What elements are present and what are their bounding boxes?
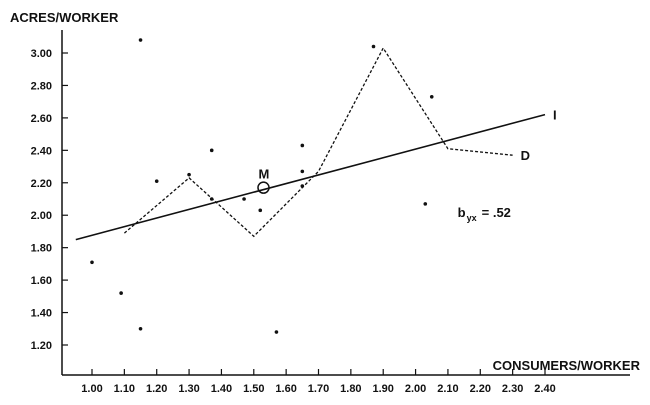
x-axis-title: CONSUMERS/WORKER <box>493 358 641 373</box>
x-axis-ticks: 1.00 1.10 1.20 1.30 1.40 1.50 1.60 1.70 1.80 1.90… <box>81 369 556 395</box>
data-point-7 <box>209 197 214 201</box>
data-point-15 <box>423 202 428 206</box>
x-tick-label-14: 2.40 <box>534 383 555 395</box>
data-point-13 <box>300 184 305 188</box>
y-tick-label-7: 2.60 <box>31 113 52 125</box>
data-point-10 <box>274 330 279 334</box>
mean-point-marker <box>257 181 270 194</box>
data-point-9 <box>258 208 263 213</box>
x-tick-label-13: 2.30 <box>502 383 523 395</box>
mean-point-label: M <box>258 167 269 182</box>
data-point-8 <box>242 197 246 201</box>
data-point-11 <box>300 143 305 148</box>
x-tick-label-5: 1.50 <box>243 383 264 395</box>
coefficient-value: = .52 <box>482 205 511 220</box>
coefficient-symbol: b <box>458 205 466 220</box>
x-tick-label-12: 2.20 <box>470 383 491 395</box>
annotations: Mb yx = .52 <box>257 167 511 223</box>
coefficient-subscript: yx <box>467 213 477 223</box>
data-point-3 <box>138 38 143 42</box>
y-tick-label-8: 2.80 <box>31 80 52 92</box>
data-points <box>90 38 434 334</box>
data-point-2 <box>138 326 143 331</box>
y-tick-label-3: 1.80 <box>31 243 52 255</box>
series-lines: ID <box>75 46 557 241</box>
y-tick-label-9: 3.00 <box>31 48 52 60</box>
y-axis-ticks: 1.20 1.40 1.60 1.80 2.00 2.20 2.40 2.60 2.80 3.00 <box>31 48 68 352</box>
data-point-6 <box>209 148 214 153</box>
y-tick-label-1: 1.40 <box>31 308 52 320</box>
line-label-I: I <box>553 108 557 123</box>
y-tick-label-0: 1.20 <box>31 340 52 352</box>
x-tick-label-2: 1.20 <box>146 383 167 395</box>
y-tick-label-5: 2.20 <box>31 178 52 190</box>
data-point-5 <box>187 172 191 177</box>
data-point-0 <box>90 260 94 265</box>
x-tick-label-10: 2.00 <box>405 383 426 395</box>
line-label-D: D <box>521 148 530 163</box>
data-point-1 <box>119 291 123 295</box>
data-point-12 <box>300 169 305 174</box>
x-tick-label-7: 1.70 <box>308 383 329 395</box>
x-tick-label-9: 1.90 <box>373 383 394 395</box>
x-tick-label-6: 1.60 <box>275 383 296 395</box>
y-tick-label-2: 1.60 <box>31 275 52 287</box>
x-tick-label-8: 1.80 <box>340 383 361 395</box>
y-tick-label-4: 2.00 <box>31 210 52 222</box>
data-point-14 <box>371 44 376 49</box>
x-tick-label-11: 2.10 <box>437 383 458 395</box>
x-tick-label-0: 1.00 <box>81 383 102 395</box>
x-tick-label-3: 1.30 <box>178 383 199 395</box>
data-point-16 <box>429 95 434 99</box>
regression-line <box>75 113 546 241</box>
y-tick-label-6: 2.40 <box>31 145 52 157</box>
data-point-4 <box>154 179 159 183</box>
x-tick-label-4: 1.40 <box>211 383 232 395</box>
y-axis-title: ACRES/WORKER <box>10 10 119 25</box>
dashed-series-line <box>123 46 513 238</box>
x-tick-label-1: 1.10 <box>114 383 135 395</box>
